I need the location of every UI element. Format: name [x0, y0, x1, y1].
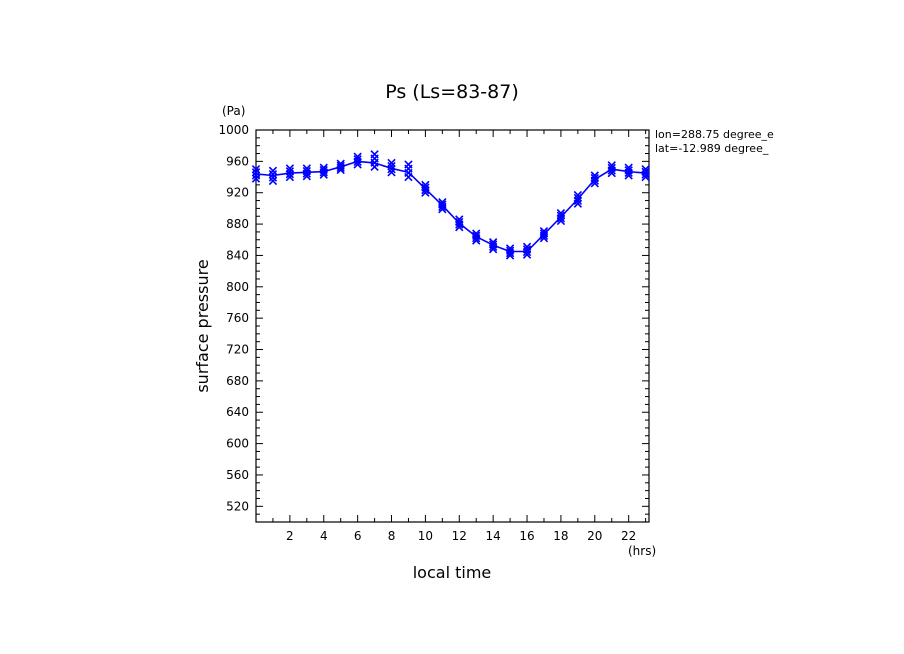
data-point-marker [641, 167, 650, 176]
data-point-marker [421, 180, 430, 190]
data-point-marker [251, 165, 261, 174]
data-point-marker [590, 173, 599, 183]
data-point-marker [556, 208, 566, 218]
x-axis-label: local time [413, 563, 492, 582]
data-point-marker [353, 155, 362, 164]
data-point-marker [522, 245, 532, 254]
data-point-marker [455, 217, 464, 227]
y-axis-label: surface pressure [193, 259, 212, 392]
data-point-marker [268, 166, 278, 175]
x-tick-label: 12 [452, 529, 467, 543]
data-point-marker [251, 168, 261, 177]
data-point-marker [472, 229, 481, 238]
data-point-marker [539, 229, 549, 238]
chart-title: Ps (Ls=83-87) [385, 81, 519, 103]
x-tick-label: 14 [486, 529, 501, 543]
y-tick-label: 720 [226, 343, 249, 357]
y-tick-label: 880 [226, 217, 249, 231]
series-surface-pressure [251, 150, 650, 260]
y-tick-label: 840 [226, 248, 249, 262]
data-point-marker [370, 150, 379, 159]
data-point-marker [336, 159, 345, 168]
data-point-marker [505, 246, 515, 255]
data-point-marker [387, 158, 396, 168]
y-tick-label: 800 [226, 280, 249, 294]
y-tick-label: 680 [226, 374, 249, 388]
data-point-marker [607, 161, 616, 170]
data-point-marker [404, 160, 413, 169]
x-tick-label: 2 [286, 529, 294, 543]
y-tick-label: 1000 [218, 123, 249, 137]
data-point-marker [387, 161, 396, 171]
annotation-lat: lat=-12.989 degree_ [655, 142, 769, 155]
y-tick-label: 560 [226, 468, 249, 482]
data-point-marker [505, 244, 515, 253]
data-point-marker [285, 167, 295, 176]
x-tick-label: 18 [553, 529, 568, 543]
data-point-marker [268, 173, 278, 182]
data-point-marker [488, 240, 498, 249]
data-point-marker [624, 163, 633, 172]
data-point-marker [387, 168, 396, 177]
y-tick-label: 520 [226, 499, 249, 513]
data-point-marker [556, 211, 566, 220]
data-point-marker [285, 164, 295, 173]
data-point-marker [353, 152, 362, 161]
x-tick-label: 8 [388, 529, 396, 543]
data-point-marker [539, 226, 549, 236]
annotation-lon: lon=288.75 degree_e [655, 128, 774, 141]
x-tick-label: 6 [354, 529, 362, 543]
data-point-marker [607, 163, 616, 173]
x-unit-label: (hrs) [628, 544, 656, 558]
y-tick-label: 920 [226, 186, 249, 200]
data-point-marker [319, 163, 328, 172]
x-tick-label: 16 [519, 529, 534, 543]
data-point-marker [302, 164, 311, 173]
data-point-marker [522, 242, 532, 251]
y-unit-label: (Pa) [222, 104, 245, 118]
data-point-marker [624, 166, 633, 175]
data-point-marker [268, 176, 278, 186]
data-point-marker [387, 165, 396, 174]
data-point-marker [472, 231, 481, 241]
data-point-marker [573, 190, 583, 200]
data-point-marker [268, 169, 278, 179]
data-point-marker [488, 237, 498, 247]
y-tick-label: 960 [226, 154, 249, 168]
data-point-marker [455, 215, 464, 224]
data-point-marker [641, 165, 650, 174]
data-point-marker [421, 183, 430, 192]
x-tick-label: 10 [418, 529, 433, 543]
axes: 520 560 600 640 680 720 760 800 840 880 920 960 1000… [218, 123, 649, 543]
plot-area [255, 129, 650, 523]
x-tick-label: 22 [621, 529, 636, 543]
y-tick-label: 760 [226, 311, 249, 325]
y-tick-label: 640 [226, 405, 249, 419]
data-point-marker [319, 165, 328, 175]
data-point-marker [336, 161, 345, 170]
series-line [255, 160, 646, 253]
data-point-marker [438, 197, 447, 207]
x-tick-label: 4 [320, 529, 328, 543]
data-point-marker [438, 200, 447, 209]
y-tick-label: 600 [226, 437, 249, 451]
x-tick-label: 20 [587, 529, 602, 543]
data-point-marker [573, 193, 583, 203]
data-point-marker [251, 171, 261, 180]
data-point-marker [590, 171, 599, 180]
data-point-marker [302, 166, 311, 176]
data-point-marker [251, 174, 261, 183]
